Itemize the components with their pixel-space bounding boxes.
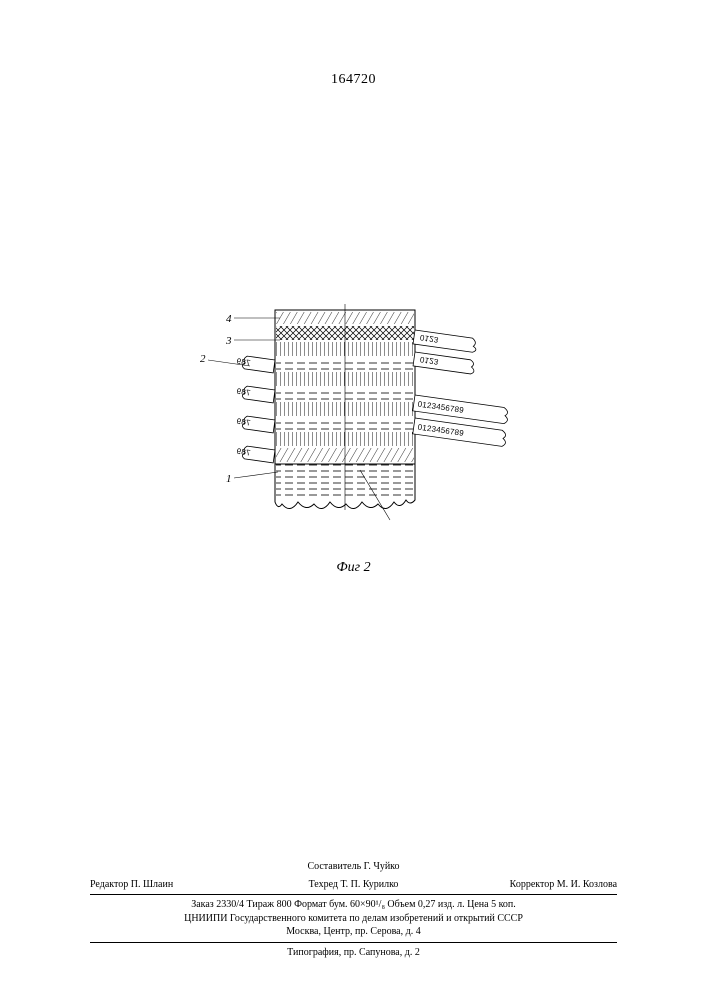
colophon-pubinfo-2: ЦНИИПИ Государственного комитета по дела… — [90, 912, 617, 926]
colophon-corrector: Корректор М. И. Козлова — [441, 878, 617, 892]
figure-2: 0123 0123 0123456789 0123456789 — [200, 300, 510, 540]
tape-text: 789 — [236, 417, 251, 428]
colophon-techred: Техред Т. П. Курилко — [266, 878, 442, 892]
tape-text: 789 — [236, 447, 251, 458]
callout-2: 2 — [200, 353, 206, 365]
tape-left-stubs: 789 789 789 789 — [235, 355, 275, 463]
colophon-printer: Типография, пр. Сапунова, д. 2 — [90, 946, 617, 960]
colophon-pubinfo-1: Заказ 2330/4 Тираж 800 Формат бум. 60×90… — [90, 898, 617, 912]
colophon-editor: Редактор П. Шлаин — [90, 878, 266, 892]
colophon-block: Составитель Г. Чуйко Редактор П. Шлаин Т… — [90, 860, 617, 959]
callout-1: 1 — [226, 473, 232, 485]
tape-top: 0123 0123 0123456789 0123456789 — [413, 330, 509, 447]
figure-caption: Фиг 2 — [0, 560, 707, 576]
colophon-author: Составитель Г. Чуйко — [90, 860, 617, 874]
patent-number: 164720 — [0, 72, 707, 88]
tape-text: 789 — [236, 387, 251, 398]
colophon-pubinfo-3: Москва, Центр, пр. Серова, д. 4 — [90, 925, 617, 939]
callout-3: 3 — [225, 335, 232, 347]
callout-4: 4 — [226, 313, 232, 325]
